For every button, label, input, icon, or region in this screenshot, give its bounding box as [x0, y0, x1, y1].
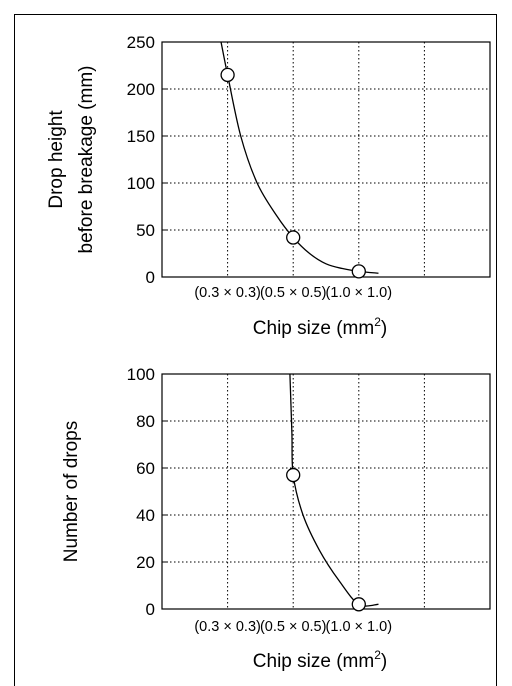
chart-2-ytick-label: 20: [136, 553, 155, 572]
chart-2-ylabel: Number of drops: [61, 421, 82, 563]
chart-1-ylabel: before breakage (mm): [76, 66, 97, 254]
chart-1-data-point: [286, 230, 301, 245]
chart-1-ylabel: Drop height: [46, 110, 67, 209]
chart-2-ytick-label: 80: [136, 412, 155, 431]
chart-1: 0 50 100 150 200 250 (0.3 × 0.3) (0.5 × 0.5) (1.…: [46, 33, 491, 339]
chart-2-ytick-label: 100: [127, 365, 155, 384]
chart-2-data-point: [351, 597, 366, 612]
figure-frame: [14, 14, 497, 686]
chart-2-ytick-label: 0: [146, 600, 155, 619]
chart-1-ytick-label: 250: [127, 33, 155, 52]
chart-2-xtick-label: (0.3 × 0.3): [194, 619, 261, 635]
chart-2-xtick-label: (1.0 × 1.0): [326, 619, 393, 635]
chart-2: 0 20 40 60 80 100 (0.3 × 0.3) (0.5 × 0.5) (1.0 ×…: [61, 365, 491, 672]
chart-1-xtick-label: (0.3 × 0.3): [194, 285, 261, 301]
chart-2-ytick-label: 40: [136, 506, 155, 525]
chart-1-xlabel: Chip size (mm2): [253, 315, 387, 339]
chart-1-ytick-label: 0: [146, 268, 155, 287]
chart-1-ytick-label: 100: [127, 174, 155, 193]
chart-2-ytick-label: 60: [136, 459, 155, 478]
chart-1-xtick-label: (0.5 × 0.5): [260, 285, 327, 301]
chart-2-series-line: [289, 373, 379, 607]
chart-1-ytick-label: 200: [127, 80, 155, 99]
chart-2-data-point: [286, 467, 301, 483]
chart-2-xlabel: Chip size (mm2): [253, 648, 387, 672]
chart-1-plot-border: [161, 41, 491, 278]
chart-2-xtick-label: (0.5 × 0.5): [260, 619, 327, 635]
chart-1-xtick-label: (1.0 × 1.0): [326, 285, 393, 301]
chart-1-data-point: [351, 264, 366, 279]
chart-1-ytick-label: 150: [127, 127, 155, 146]
chart-1-data-point: [220, 67, 235, 83]
chart-2-plot-border: [161, 373, 491, 610]
chart-1-ytick-label: 50: [136, 221, 155, 240]
